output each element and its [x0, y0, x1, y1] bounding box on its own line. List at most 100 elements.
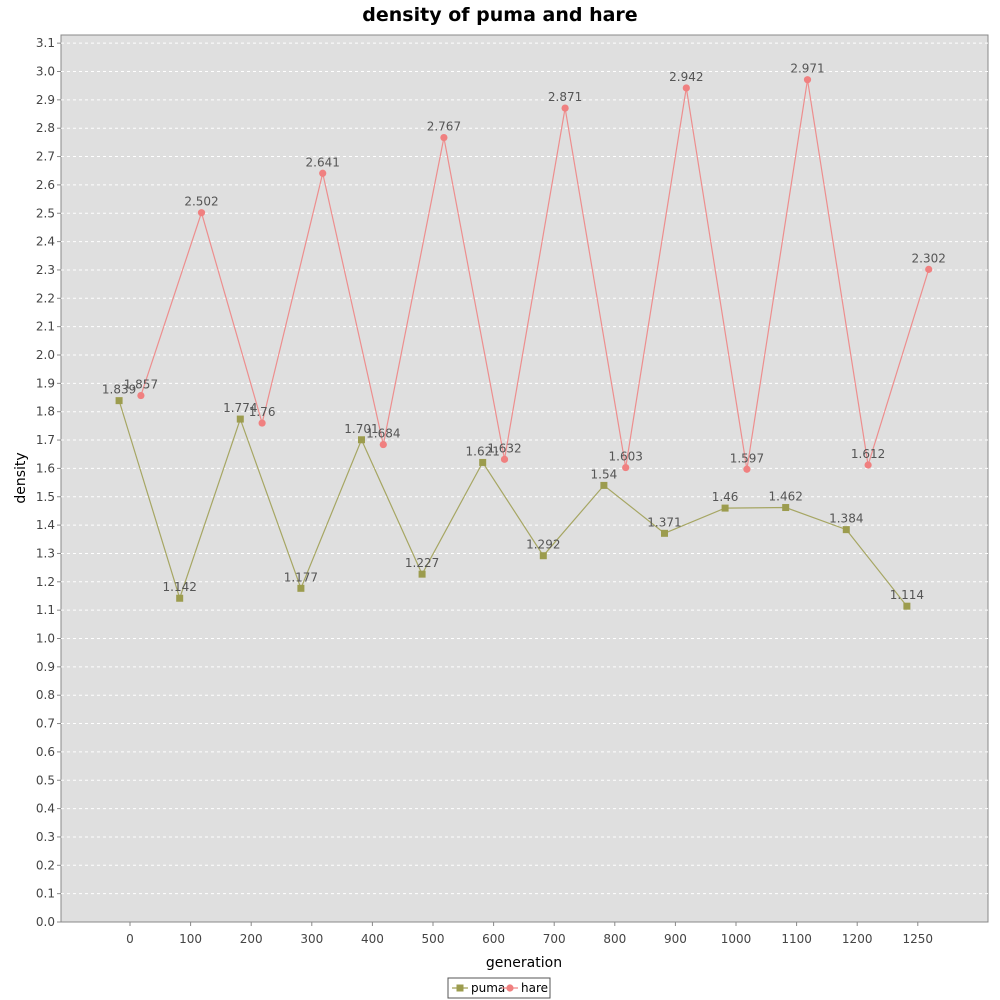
hare-point [925, 265, 933, 273]
puma-data-label: 1.142 [163, 580, 197, 594]
puma-point [600, 481, 608, 489]
y-tick-label: 0.7 [36, 717, 55, 731]
legend-puma-label: puma [471, 981, 505, 995]
puma-point [842, 526, 850, 534]
hare-data-label: 2.871 [548, 90, 582, 104]
hare-data-label: 2.502 [184, 195, 218, 209]
chart-title: density of puma and hare [362, 4, 637, 26]
hare-point [682, 84, 690, 92]
hare-point [258, 419, 266, 427]
legend: puma hare [447, 977, 551, 999]
y-tick-label: 1.1 [36, 603, 55, 617]
hare-data-label: 1.603 [609, 450, 643, 464]
x-tick-label: 800 [603, 932, 626, 946]
y-tick-label: 0.5 [36, 773, 55, 787]
y-tick-label: 1.8 [36, 405, 55, 419]
x-tick-label: 0 [126, 932, 134, 946]
hare-point [319, 169, 327, 177]
puma-point [236, 415, 244, 423]
y-tick-label: 0.3 [36, 830, 55, 844]
legend-puma-marker [456, 984, 464, 992]
y-tick-label: 0.2 [36, 858, 55, 872]
y-axis-label: density [13, 452, 29, 503]
y-tick-label: 2.0 [36, 348, 55, 362]
hare-data-label: 1.612 [851, 447, 885, 461]
x-tick-label: 1000 [721, 932, 752, 946]
y-tick-label: 2.2 [36, 291, 55, 305]
hare-point [561, 104, 569, 112]
puma-data-label: 1.46 [712, 490, 739, 504]
puma-line [118, 400, 908, 607]
y-tick-label: 1.2 [36, 575, 55, 589]
y-tick-label: 2.5 [36, 206, 55, 220]
x-tick-label: 100 [179, 932, 202, 946]
puma-data-label: 1.774 [223, 401, 257, 415]
puma-point [479, 458, 487, 466]
series-puma: 1.839 1.142 1.774 1.177 1.701 1.227 1.621 1.292… [102, 383, 924, 610]
hare-point [379, 440, 387, 449]
x-tick-label: 200 [240, 932, 263, 946]
x-tick-label: 300 [300, 932, 323, 946]
y-tick-label: 2.4 [36, 235, 55, 249]
puma-point [782, 504, 790, 512]
hare-point [197, 209, 206, 217]
hare-data-label: 2.302 [912, 251, 946, 265]
hare-data-label: 1.684 [366, 427, 400, 441]
x-tick-label: 1100 [781, 932, 812, 946]
hare-data-label: 1.76 [249, 405, 276, 419]
puma-point [721, 504, 729, 512]
puma-point [176, 594, 184, 602]
y-tick-label: 3.0 [36, 65, 55, 79]
y-axis: 0.0 0.1 0.2 0.3 0.4 0.5 0.6 0.7 0.8 0.9 1.0 1.1 1.2 1… [36, 36, 61, 929]
x-axis-label: generation [486, 955, 562, 971]
series-layer: 1.839 1.142 1.774 1.177 1.701 1.227 1.621 1.292… [102, 62, 946, 610]
puma-data-label: 1.177 [284, 570, 318, 584]
grid [61, 42, 988, 895]
x-tick-label: 1200 [842, 932, 873, 946]
hare-point [622, 463, 630, 472]
series-hare: 1.857 2.502 1.76 2.641 1.684 2.767 1.632 2.871 1… [124, 62, 946, 473]
puma-data-label: 1.371 [647, 515, 681, 529]
y-tick-label: 0.6 [36, 745, 55, 759]
y-tick-label: 2.1 [36, 320, 55, 334]
puma-data-label: 1.839 [102, 383, 136, 397]
hare-data-label: 1.632 [487, 441, 521, 455]
hare-data-label: 2.767 [427, 120, 461, 134]
puma-data-label: 1.227 [405, 556, 439, 570]
hare-point [743, 465, 751, 473]
x-tick-label: 700 [543, 932, 566, 946]
y-tick-label: 2.3 [36, 263, 55, 277]
x-tick-label: 600 [482, 932, 505, 946]
y-tick-label: 1.7 [36, 433, 55, 447]
hare-point [803, 76, 812, 84]
legend-box [447, 977, 551, 999]
puma-data-label: 1.701 [344, 422, 378, 436]
puma-data-label: 1.114 [890, 588, 924, 602]
y-tick-label: 1.9 [36, 376, 55, 390]
puma-point [660, 529, 668, 537]
y-tick-label: 2.7 [36, 150, 55, 164]
puma-data-label: 1.384 [829, 512, 863, 526]
y-tick-label: 0.8 [36, 688, 55, 702]
y-tick-label: 2.6 [36, 178, 55, 192]
x-tick-label: 900 [664, 932, 687, 946]
x-axis: 0 100 200 300 400 500 600 700 800 900 1000 1100 1200… [126, 922, 933, 946]
legend-hare-label: hare [521, 981, 548, 995]
puma-point [539, 552, 547, 560]
puma-point [115, 397, 123, 405]
hare-data-label: 2.641 [306, 155, 340, 169]
puma-point [357, 436, 365, 444]
puma-data-label: 1.292 [526, 538, 560, 552]
hare-point [440, 133, 448, 142]
hare-data-label: 1.597 [730, 451, 764, 465]
puma-data-label: 1.54 [591, 467, 618, 481]
y-tick-label: 3.1 [36, 36, 55, 50]
y-tick-label: 1.6 [36, 461, 55, 475]
x-tick-label: 500 [422, 932, 445, 946]
puma-point [297, 584, 305, 592]
y-tick-label: 1.0 [36, 632, 55, 646]
plot-area [60, 34, 989, 923]
y-tick-label: 0.0 [36, 915, 55, 929]
hare-data-label: 2.942 [669, 70, 703, 84]
